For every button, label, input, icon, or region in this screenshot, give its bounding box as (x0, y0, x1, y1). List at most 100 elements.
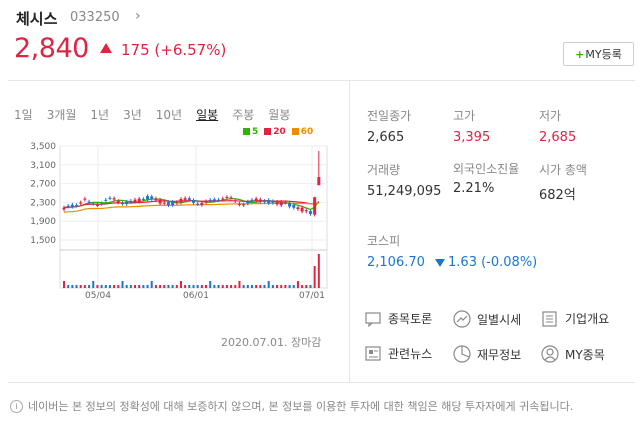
tab-10y[interactable]: 10년 (155, 108, 183, 122)
volume-bar (313, 266, 316, 288)
volume-bar (209, 281, 212, 288)
candle-body (120, 203, 124, 205)
volume-bar (113, 285, 116, 288)
volume-bar (159, 285, 162, 288)
volume-bar (284, 285, 287, 288)
chart-volume (63, 254, 320, 288)
menu-my-stock[interactable]: MY종목 (541, 345, 605, 363)
candle-body (196, 203, 200, 205)
volume-bar (134, 285, 137, 288)
y-tick-label: 2,300 (30, 198, 56, 208)
volume-bar (88, 285, 91, 288)
kospi-value: 2,106.70 (367, 255, 425, 270)
volume-bar (255, 285, 258, 288)
volume-bar (309, 285, 312, 288)
volume-bar (171, 285, 174, 288)
tab-3m[interactable]: 3개월 (46, 108, 77, 122)
stock-code[interactable]: 033250 (70, 10, 120, 25)
tab-monthly[interactable]: 월봉 (268, 108, 291, 122)
tab-1d[interactable]: 1일 (14, 108, 33, 122)
foreign-ratio-label: 외국인소진율 (453, 162, 520, 176)
volume-bar (129, 285, 132, 288)
candle-body (283, 202, 287, 204)
candle-body (125, 201, 129, 205)
volume-value: 51,249,095 (367, 184, 442, 199)
ma-legend: 5 20 60 (243, 127, 313, 137)
volume-bar (75, 285, 78, 288)
candle-body (75, 205, 79, 207)
candlestick-chart[interactable]: 3,500 3,100 2,700 2,300 1,900 1,500 05/04 06/0… (12, 140, 332, 300)
down-arrow-icon (435, 258, 446, 267)
menu-daily-price[interactable]: 일별시세 (453, 310, 521, 328)
kospi: 코스피 2,106.70 1.63 (-0.08%) (367, 232, 537, 270)
volume-bar (192, 285, 195, 288)
volume-bar (276, 285, 279, 288)
candle-body (225, 197, 229, 199)
candle-body (217, 199, 221, 201)
candle-body (212, 199, 216, 201)
volume-bar (125, 285, 128, 288)
plus-icon: + (575, 47, 585, 61)
tab-daily[interactable]: 일봉 (196, 108, 219, 122)
menu-news-label: 관련뉴스 (388, 347, 433, 361)
stock-name[interactable]: 체시스 (16, 10, 58, 28)
volume-bar (221, 285, 224, 288)
candle-body (208, 199, 212, 201)
candle-body (229, 197, 233, 199)
volume-bar (280, 285, 283, 288)
panel-bottom-border (8, 382, 635, 383)
legend-ma5: 5 (243, 127, 258, 137)
chevron-right-icon[interactable]: › (135, 8, 141, 24)
chart-grid (59, 145, 328, 289)
my-register-button[interactable]: + MY등록 (563, 42, 634, 66)
candle-body (271, 201, 275, 203)
menu-company[interactable]: 기업개요 (541, 310, 609, 327)
candle-body (275, 201, 279, 205)
volume-bar (63, 281, 65, 288)
tab-1y[interactable]: 1년 (90, 108, 110, 122)
trend-icon (453, 310, 471, 328)
chart-frame (59, 145, 328, 289)
volume-bar (213, 285, 216, 288)
menu-company-label: 기업개요 (565, 312, 610, 326)
prev-close-label: 전일종가 (367, 109, 412, 123)
foreign-ratio-value: 2.21% (453, 181, 495, 196)
volume-bar (234, 285, 237, 288)
menu-financial[interactable]: 재무정보 (453, 345, 521, 363)
x-tick-label: 06/01 (183, 291, 209, 300)
legend-ma60: 60 (291, 127, 313, 137)
volume-bar (242, 285, 245, 288)
candle-body (292, 205, 296, 208)
volume-bar (184, 285, 187, 288)
candle-body (137, 198, 141, 202)
disclaimer-text: 네이버는 본 정보의 정확성에 대해 보증하지 않으며, 본 정보를 이용한 투… (28, 400, 574, 413)
tab-weekly[interactable]: 주봉 (232, 108, 255, 122)
candle-body (158, 199, 162, 204)
chart-date: 2020.07.01. 장마감 (221, 336, 322, 349)
volume-bar (296, 281, 299, 288)
foreign-ratio: 외국인소진율 2.21% (453, 161, 525, 196)
candle-body (267, 200, 271, 204)
menu-financial-label: 재무정보 (477, 347, 522, 362)
list-icon (542, 310, 557, 327)
candle-body (237, 203, 241, 205)
volume-bar (205, 285, 208, 288)
day-low-label: 저가 (539, 109, 562, 123)
volume-bar (246, 285, 249, 288)
tab-3y[interactable]: 3년 (123, 108, 142, 122)
menu-news[interactable]: 관련뉴스 (364, 345, 432, 362)
candle-body (187, 198, 191, 201)
candle-body (79, 202, 83, 204)
y-tick-label: 2,700 (30, 180, 56, 190)
volume-bar (217, 285, 220, 288)
candle-body (133, 199, 137, 202)
prev-close: 전일종가 2,665 (367, 107, 411, 145)
prev-close-value: 2,665 (367, 130, 405, 145)
candle-body (171, 201, 175, 205)
kospi-change: 1.63 (-0.08%) (448, 255, 538, 270)
candle-body (116, 201, 120, 203)
candle-body (104, 199, 108, 201)
volume-bar (267, 281, 270, 288)
menu-discussion[interactable]: 종목토론 (364, 310, 432, 327)
candle-body (166, 202, 170, 206)
